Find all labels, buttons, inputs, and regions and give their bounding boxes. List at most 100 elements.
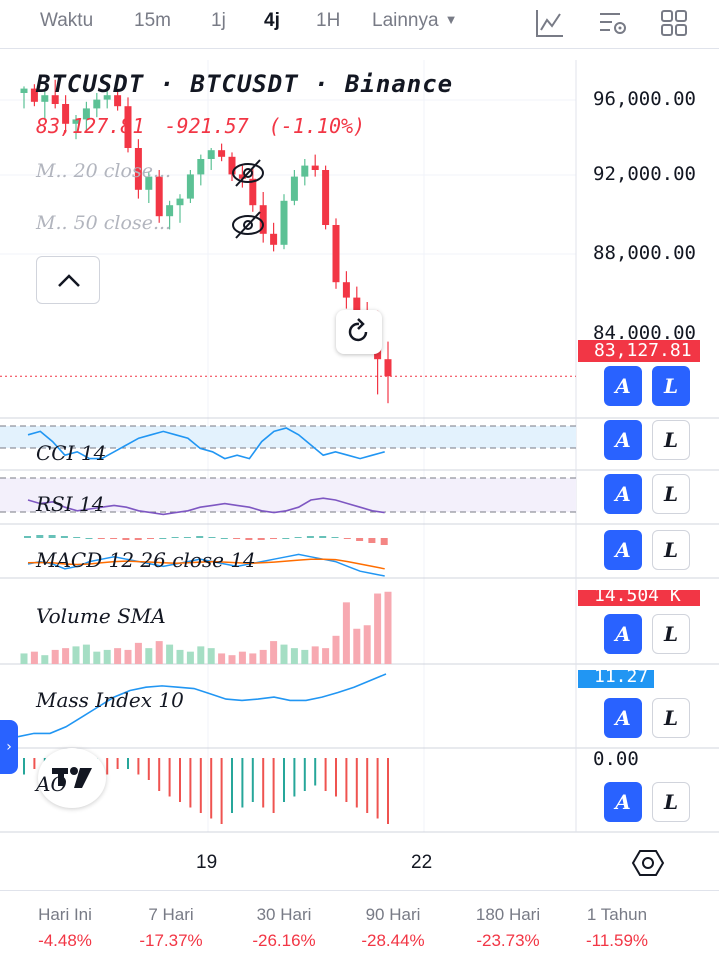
macd-histogram-bar bbox=[356, 538, 364, 541]
performance-label: 7 Hari bbox=[148, 905, 194, 924]
log-scale-button[interactable]: L bbox=[652, 530, 690, 570]
macd-signal-line bbox=[27, 558, 385, 570]
performance-item[interactable]: Hari Ini -4.48% bbox=[10, 905, 120, 951]
macd-histogram-bar bbox=[196, 536, 204, 538]
log-scale-button[interactable]: L bbox=[652, 420, 690, 460]
ma20-legend[interactable]: M.. 20 close... bbox=[36, 160, 172, 182]
macd-histogram-bar bbox=[294, 537, 302, 538]
macd-histogram-bar bbox=[183, 537, 191, 538]
macd-histogram-bar bbox=[110, 538, 118, 539]
performance-value: -17.37% bbox=[139, 931, 203, 950]
candle-body bbox=[311, 165, 319, 170]
macd-histogram-bar bbox=[159, 538, 167, 539]
performance-label: 180 Hari bbox=[475, 905, 541, 924]
volume-bar bbox=[155, 641, 163, 664]
chart-settings-icon[interactable] bbox=[630, 846, 666, 880]
macd-histogram-bar bbox=[282, 538, 290, 539]
timeframe-more-label: Lainnya bbox=[372, 10, 439, 31]
indicators-icon[interactable] bbox=[533, 6, 567, 40]
performance-item[interactable]: 180 Hari -23.73% bbox=[453, 905, 563, 951]
performance-item[interactable]: 30 Hari -26.16% bbox=[229, 905, 339, 951]
auto-scale-button[interactable]: A bbox=[604, 474, 642, 514]
performance-item[interactable]: 7 Hari -17.37% bbox=[116, 905, 226, 951]
mass-index-tag: 11.27 bbox=[578, 670, 654, 688]
volume-bar bbox=[342, 602, 350, 664]
timeframe-more[interactable]: Lainnya ▼ bbox=[372, 10, 457, 32]
volume-bar bbox=[62, 648, 70, 664]
tradingview-logo-icon bbox=[52, 767, 92, 788]
hidden-eye-icon[interactable] bbox=[228, 208, 268, 242]
volume-bar bbox=[374, 593, 382, 664]
candle-body bbox=[72, 119, 80, 124]
hidden-eye-icon[interactable] bbox=[228, 156, 268, 190]
macd-histogram-bar bbox=[48, 535, 56, 538]
timeframe-15m[interactable]: 15m bbox=[134, 10, 171, 31]
timeframe-waktu[interactable]: Waktu bbox=[40, 10, 94, 31]
candle-body bbox=[134, 148, 142, 190]
alert-settings-icon[interactable] bbox=[596, 6, 630, 40]
side-panel-toggle[interactable]: › bbox=[0, 720, 18, 774]
rsi-band bbox=[0, 478, 576, 512]
macd-histogram-bar bbox=[171, 537, 179, 538]
candle-body bbox=[228, 156, 236, 175]
candle-body bbox=[259, 205, 267, 234]
macd-label[interactable]: MACD 12 26 close 14 bbox=[36, 548, 256, 572]
volume-bar bbox=[145, 648, 153, 664]
volume-bar bbox=[280, 644, 288, 664]
macd-histogram-bar bbox=[368, 538, 376, 543]
chart-canvas[interactable] bbox=[0, 0, 719, 890]
volume-bar bbox=[301, 649, 309, 664]
macd-histogram-bar bbox=[60, 536, 68, 538]
log-scale-button[interactable]: L bbox=[652, 614, 690, 654]
legend-change-pct: (-1.10%) bbox=[268, 114, 366, 138]
tradingview-logo[interactable] bbox=[38, 748, 106, 808]
candle-body bbox=[301, 165, 309, 177]
candle-body bbox=[353, 297, 361, 313]
log-scale-button[interactable]: L bbox=[652, 782, 690, 822]
candle-body bbox=[82, 108, 90, 120]
reset-chart-button[interactable] bbox=[336, 310, 382, 354]
candle-body bbox=[41, 95, 49, 102]
ao-label[interactable]: AO bbox=[36, 772, 67, 796]
volume-label[interactable]: Volume SMA bbox=[36, 604, 166, 628]
performance-item[interactable]: 1 Tahun -11.59% bbox=[562, 905, 672, 951]
candle-body bbox=[186, 174, 194, 199]
ma50-legend[interactable]: M.. 50 close... bbox=[36, 212, 172, 234]
auto-scale-button[interactable]: A bbox=[604, 782, 642, 822]
macd-histogram-bar bbox=[85, 538, 93, 539]
timeframe-4j[interactable]: 4j bbox=[264, 10, 280, 31]
collapse-legend-button[interactable] bbox=[36, 256, 100, 304]
symbol-title[interactable]: BTCUSDT · BTCUSDT · Binance bbox=[36, 70, 454, 98]
auto-scale-button[interactable]: A bbox=[604, 530, 642, 570]
volume-bar bbox=[20, 653, 28, 664]
legend-price-line: 83,127.81 -921.57 (-1.10%) bbox=[36, 114, 365, 138]
candle-body bbox=[342, 282, 350, 298]
macd-histogram-bar bbox=[122, 538, 130, 540]
layout-grid-icon[interactable] bbox=[657, 6, 691, 40]
candle-body bbox=[238, 174, 246, 179]
macd-histogram-bar bbox=[343, 538, 351, 539]
auto-scale-button[interactable]: A bbox=[604, 420, 642, 460]
candle-body bbox=[166, 205, 174, 217]
volume-bar bbox=[270, 641, 278, 664]
cci-label[interactable]: CCI 14 bbox=[36, 441, 107, 465]
performance-label: 90 Hari bbox=[365, 905, 421, 924]
auto-scale-button[interactable]: A bbox=[604, 614, 642, 654]
timeframe-1j[interactable]: 1j bbox=[211, 10, 226, 31]
timeframe-1h[interactable]: 1H bbox=[316, 10, 341, 31]
macd-histogram-bar bbox=[245, 538, 253, 540]
rsi-label[interactable]: RSI 14 bbox=[36, 492, 105, 516]
auto-scale-button[interactable]: A bbox=[604, 366, 642, 406]
performance-item[interactable]: 90 Hari -28.44% bbox=[338, 905, 448, 951]
performance-label: 30 Hari bbox=[256, 905, 312, 924]
volume-bar bbox=[134, 642, 142, 664]
volume-bar bbox=[82, 644, 90, 664]
performance-value: -26.16% bbox=[252, 931, 316, 950]
log-scale-button[interactable]: L bbox=[652, 698, 690, 738]
log-scale-button[interactable]: L bbox=[652, 474, 690, 514]
mass-index-label[interactable]: Mass Index 10 bbox=[36, 688, 184, 712]
log-scale-button[interactable]: L bbox=[652, 366, 690, 406]
performance-value: -11.59% bbox=[585, 931, 649, 950]
auto-scale-button[interactable]: A bbox=[604, 698, 642, 738]
price-axis-label: 88,000.00 bbox=[593, 242, 696, 264]
